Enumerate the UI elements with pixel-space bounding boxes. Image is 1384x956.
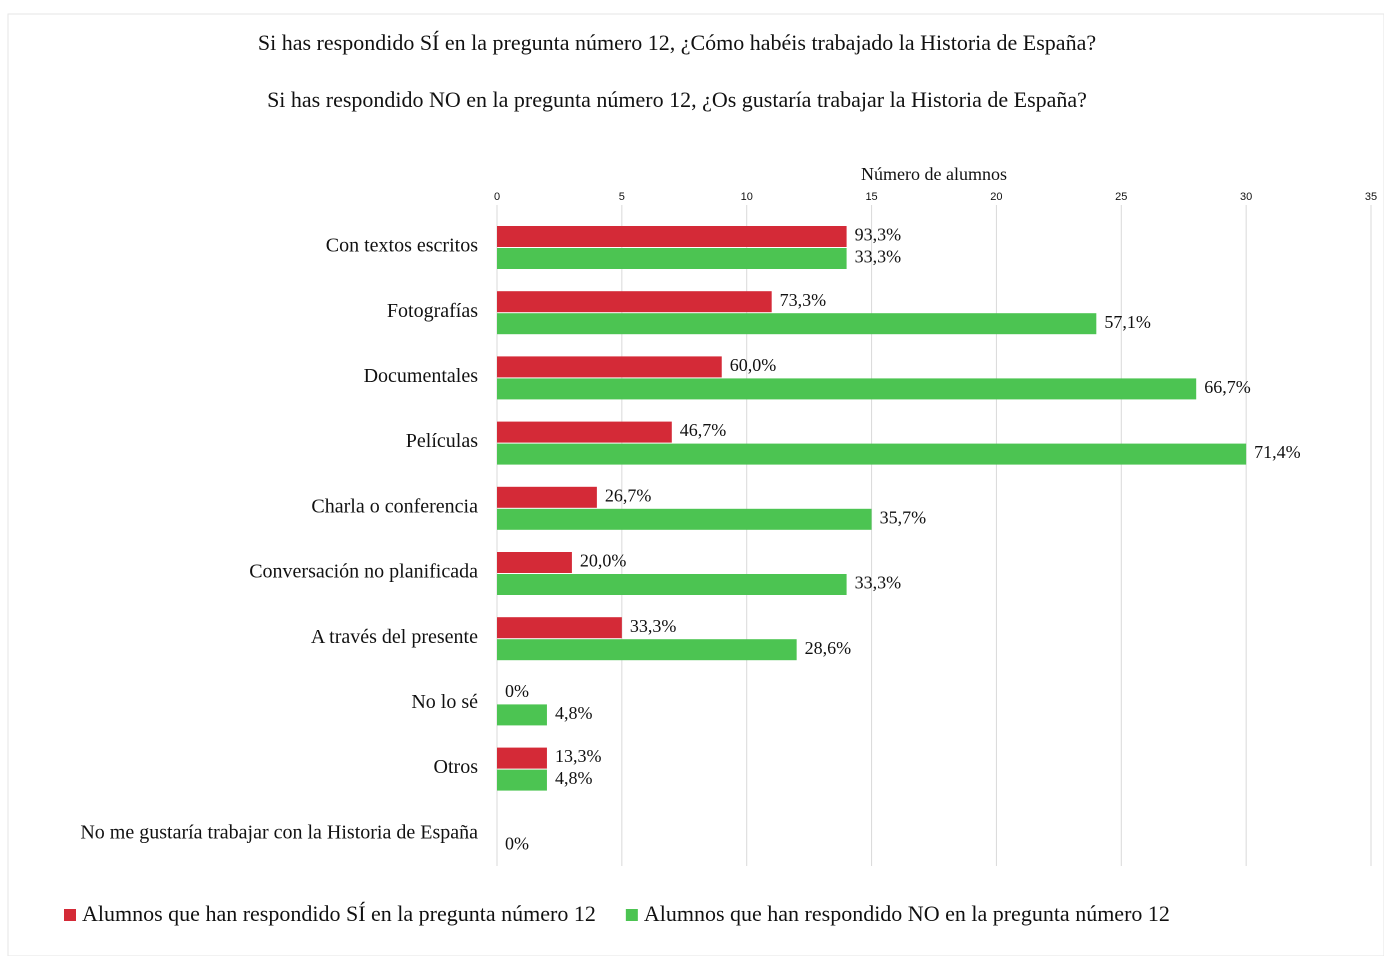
bar bbox=[497, 313, 1097, 335]
data-label: 4,8% bbox=[555, 703, 593, 723]
y-tick-label: No lo sé bbox=[411, 691, 478, 713]
data-label: 71,4% bbox=[1254, 442, 1301, 462]
data-label: 46,7% bbox=[680, 420, 727, 440]
data-label: 26,7% bbox=[605, 485, 652, 505]
x-tick-label: 20 bbox=[990, 191, 1002, 203]
data-label: 57,1% bbox=[1104, 312, 1151, 332]
legend-swatch bbox=[64, 909, 76, 921]
bar bbox=[497, 226, 847, 247]
y-tick-label: Películas bbox=[406, 430, 478, 452]
legend-label: Alumnos que han respondido SÍ en la preg… bbox=[82, 901, 596, 926]
x-tick-label: 5 bbox=[619, 191, 625, 203]
bar bbox=[497, 248, 847, 269]
y-tick-label: No me gustaría trabajar con la Historia … bbox=[80, 821, 478, 843]
data-label: 66,7% bbox=[1204, 377, 1251, 397]
x-tick-label: 25 bbox=[1115, 191, 1127, 203]
bar bbox=[497, 443, 1247, 465]
data-label: 28,6% bbox=[805, 638, 852, 658]
x-tick-label: 0 bbox=[494, 191, 500, 203]
x-tick-label: 15 bbox=[865, 191, 877, 203]
data-label: 0% bbox=[505, 681, 529, 701]
y-tick-label: Otros bbox=[434, 756, 479, 778]
x-tick-label: 35 bbox=[1365, 191, 1377, 203]
bar bbox=[497, 552, 572, 573]
legend-label: Alumnos que han respondido NO en la preg… bbox=[644, 901, 1170, 926]
chart-title: Si has respondido SÍ en la pregunta núme… bbox=[258, 30, 1096, 55]
y-tick-label: A través del presente bbox=[311, 626, 478, 648]
bar bbox=[497, 574, 847, 595]
bar bbox=[497, 486, 597, 508]
y-tick-label: Con textos escritos bbox=[326, 235, 478, 257]
legend-swatch bbox=[625, 909, 638, 921]
data-label: 20,0% bbox=[580, 551, 627, 571]
data-label: 93,3% bbox=[855, 225, 902, 245]
data-label: 33,3% bbox=[630, 616, 677, 636]
bar bbox=[497, 639, 797, 661]
data-label: 0% bbox=[505, 833, 529, 853]
y-tick-label: Fotografías bbox=[387, 300, 478, 322]
y-tick-label: Conversación no planificada bbox=[249, 561, 478, 583]
data-label: 33,3% bbox=[855, 573, 902, 593]
data-label: 4,8% bbox=[555, 768, 593, 788]
x-tick-label: 10 bbox=[741, 191, 753, 203]
x-tick-label: 30 bbox=[1240, 191, 1252, 203]
bar bbox=[497, 508, 872, 530]
data-label: 73,3% bbox=[780, 290, 827, 310]
data-label: 35,7% bbox=[880, 507, 927, 527]
data-label: 60,0% bbox=[730, 355, 777, 375]
bar bbox=[497, 291, 772, 313]
x-axis-label: Número de alumnos bbox=[861, 164, 1007, 184]
bar bbox=[497, 356, 722, 378]
y-tick-label: Documentales bbox=[364, 365, 479, 387]
data-label: 13,3% bbox=[555, 746, 602, 766]
bar bbox=[497, 769, 547, 791]
bar bbox=[497, 747, 547, 769]
bar bbox=[497, 421, 672, 443]
bar bbox=[497, 378, 1197, 400]
frame bbox=[7, 13, 1384, 956]
y-tick-label: Charla o conferencia bbox=[311, 495, 478, 517]
data-label: 33,3% bbox=[855, 247, 902, 267]
bar bbox=[497, 617, 622, 639]
bar bbox=[497, 704, 547, 726]
chart-subtitle: Si has respondido NO en la pregunta núme… bbox=[267, 87, 1087, 112]
